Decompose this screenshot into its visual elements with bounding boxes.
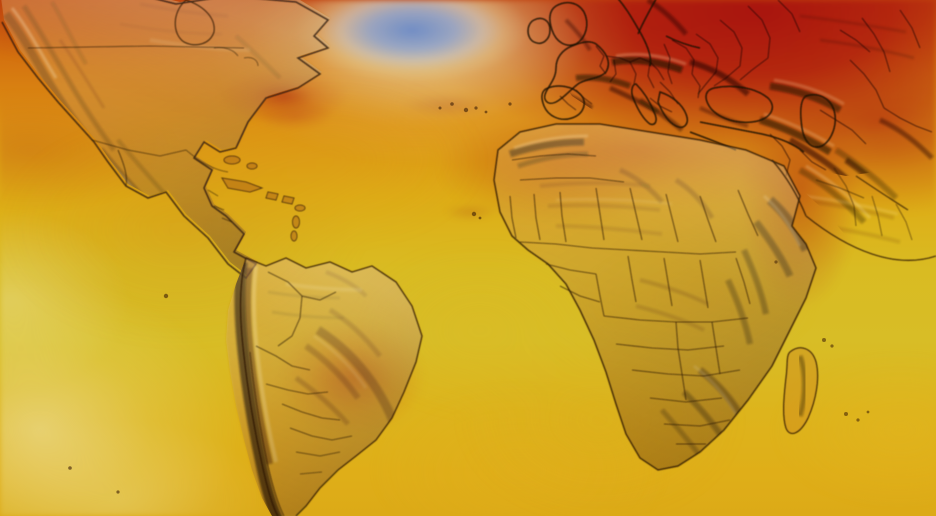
africa-borders xyxy=(493,123,817,471)
caribbean-islands xyxy=(221,155,306,242)
arabia-borders xyxy=(805,167,936,261)
south-america-borders xyxy=(239,257,423,516)
landmass-africa xyxy=(493,123,870,471)
madagascar xyxy=(783,347,819,435)
north-america-borders xyxy=(1,0,330,280)
europe-borders xyxy=(527,0,933,177)
atlantic-islands xyxy=(68,102,512,494)
landmass-south-america xyxy=(226,257,423,516)
landmass-north-america xyxy=(0,0,330,280)
indian-ocean-islets xyxy=(774,260,870,422)
